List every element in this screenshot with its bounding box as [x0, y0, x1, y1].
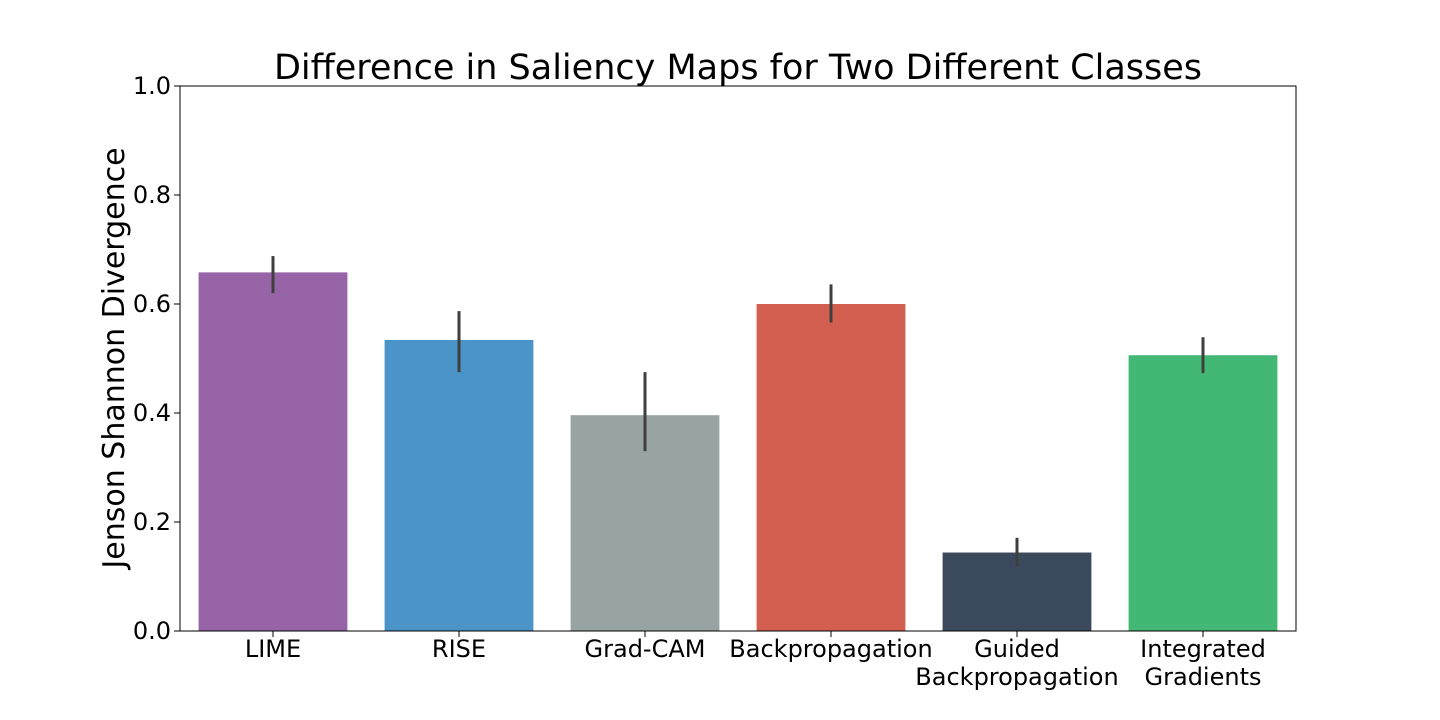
error-bars-layer: [271, 256, 1205, 567]
y-tick-label-4: 0.8: [133, 181, 171, 209]
x-tick-label-0: LIME: [245, 635, 301, 663]
y-tick-label-2: 0.4: [133, 399, 171, 427]
y-tick-label-1: 0.2: [133, 508, 171, 536]
bar-3: [756, 304, 906, 631]
bar-0: [198, 272, 348, 631]
x-axis-ticks: LIME RISE Grad-CAM Backpropagation Guided Bac…: [245, 631, 1266, 691]
y-tick-label-0: 0.0: [133, 617, 171, 645]
x-tick-label-4: Guided Backpropagation: [915, 635, 1118, 691]
y-axis-ticks: 0.0 0.2 0.4 0.6 0.8 1.0: [133, 72, 180, 645]
chart-title: Difference in Saliency Maps for Two Diff…: [274, 48, 1202, 88]
x-tick-label-3: Backpropagation: [729, 635, 932, 663]
bar-1: [384, 339, 534, 631]
bar-5: [1128, 355, 1278, 631]
y-tick-label-3: 0.6: [133, 290, 171, 318]
y-axis-label: Jenson Shannon Divergence: [97, 147, 132, 570]
x-tick-label-1: RISE: [432, 635, 486, 663]
x-tick-label-2: Grad-CAM: [585, 635, 706, 663]
y-tick-label-5: 1.0: [133, 72, 171, 100]
x-tick-label-5: Integrated Gradients: [1140, 635, 1266, 691]
axes-frame: [179, 85, 1297, 632]
